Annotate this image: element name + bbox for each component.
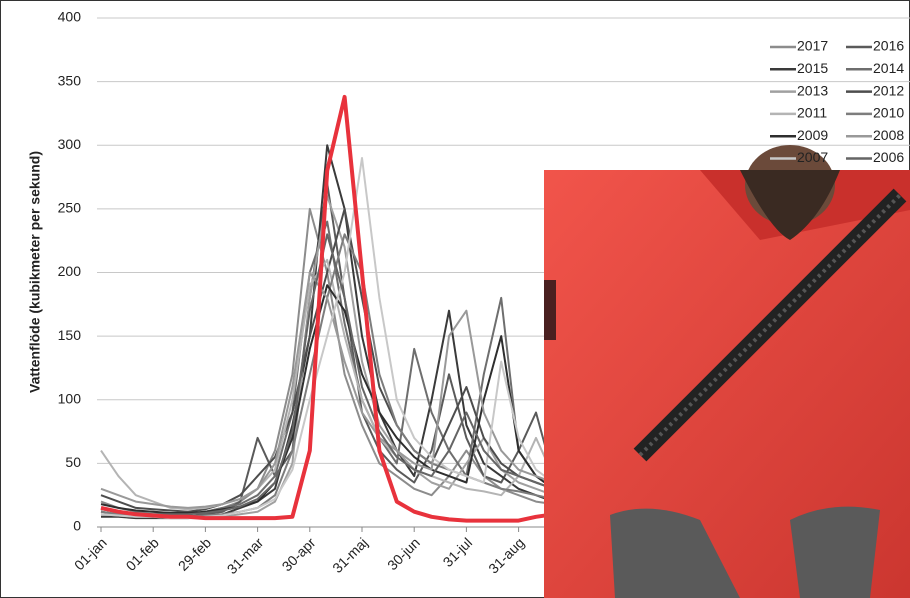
legend-label: 2015 <box>797 60 828 76</box>
y-tick-label: 50 <box>65 454 81 470</box>
y-tick-label: 300 <box>58 136 82 152</box>
legend-label: 2006 <box>873 149 904 165</box>
legend-label: 2009 <box>797 127 828 143</box>
legend-label: 2013 <box>797 82 828 98</box>
legend-label: 2011 <box>797 105 827 121</box>
y-tick-label: 150 <box>58 327 82 343</box>
y-tick-label: 200 <box>58 263 82 279</box>
y-axis-label: Vattenflöde (kubikmeter per sekund) <box>27 151 43 393</box>
legend-label: 2016 <box>873 38 904 54</box>
y-tick-label: 100 <box>58 390 82 406</box>
y-tick-label: 400 <box>58 9 82 25</box>
legend-label: 2017 <box>797 38 828 54</box>
y-tick-label: 250 <box>58 200 82 216</box>
chart: 05010015020025030035040001-jan01-feb29-f… <box>0 0 910 598</box>
legend-label: 2014 <box>873 60 904 76</box>
y-tick-label: 0 <box>73 518 81 534</box>
photo <box>544 145 910 598</box>
legend-label: 2008 <box>873 127 904 143</box>
legend-label: 2010 <box>873 105 904 121</box>
legend-label: 2007 <box>797 149 828 165</box>
legend-label: 2012 <box>873 82 904 98</box>
y-tick-label: 350 <box>58 72 82 88</box>
